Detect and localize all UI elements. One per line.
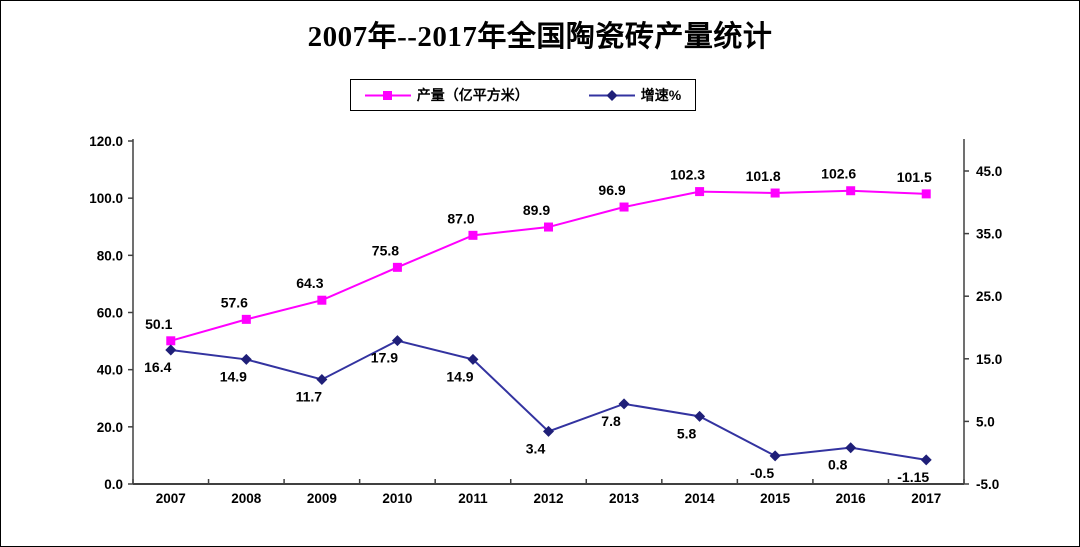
legend-label-growth: 增速%	[640, 87, 682, 103]
growth-line	[170, 339, 927, 461]
production-point-marker	[619, 202, 629, 212]
growth-point-marker	[769, 450, 781, 462]
right-axis-tick-label: -5.0	[976, 477, 999, 492]
growth-data-label: 0.8	[828, 457, 848, 473]
growth-point-marker	[920, 454, 932, 466]
chart-title: 2007年--2017年全国陶瓷砖产量统计	[307, 21, 773, 53]
production-line-marker-icon	[364, 90, 411, 100]
production-data-label: 96.9	[598, 182, 625, 198]
growth-point-marker	[467, 353, 479, 365]
right-axis-tick-label: 15.0	[976, 352, 1002, 367]
legend-label-production: 产量（亿平方米）	[416, 87, 529, 103]
production-data-label: 50.1	[145, 316, 172, 332]
production-data-label: 101.8	[746, 168, 781, 184]
production-data-label: 101.5	[897, 169, 932, 185]
x-axis-year-label: 2012	[533, 491, 563, 506]
production-point-marker	[921, 189, 931, 199]
left-axis-tick-label: 80.0	[97, 248, 123, 263]
production-point-marker	[241, 314, 251, 324]
growth-data-label: 11.7	[296, 388, 323, 404]
growth-data-label: 3.4	[526, 440, 546, 456]
x-axis-year-label: 2013	[609, 491, 640, 506]
x-axis-year-label: 2017	[911, 491, 941, 506]
x-axis-year-label: 2009	[307, 491, 337, 506]
production-point-marker	[770, 188, 780, 198]
growth-point-marker	[240, 353, 252, 365]
production-data-label: 102.6	[821, 166, 856, 182]
growth-point-marker	[165, 344, 177, 356]
production-point-marker	[317, 295, 327, 305]
production-point-marker	[695, 187, 705, 197]
growth-data-label: 14.9	[446, 368, 473, 384]
growth-point-marker	[694, 410, 706, 422]
growth-point-marker	[316, 373, 328, 385]
x-axis-year-label: 2014	[685, 491, 716, 506]
x-axis-year-label: 2010	[382, 491, 412, 506]
production-data-label: 75.8	[372, 242, 399, 258]
left-axis-tick-label: 0.0	[104, 477, 123, 492]
legend-item-growth: 增速%	[588, 85, 682, 105]
legend-item-production: 产量（亿平方米）	[364, 85, 529, 105]
x-axis-year-label: 2016	[836, 491, 867, 506]
production-point-marker	[468, 230, 478, 240]
x-axis-year-label: 2011	[458, 491, 488, 506]
left-axis-tick-label: 100.0	[89, 191, 123, 206]
left-axis-tick-label: 120.0	[89, 134, 123, 149]
right-axis-tick-label: 25.0	[976, 289, 1002, 304]
left-axis-tick-label: 60.0	[97, 306, 123, 321]
production-point-marker	[846, 186, 856, 196]
growth-data-label: 16.4	[144, 359, 171, 375]
x-axis-year-label: 2007	[156, 491, 186, 506]
right-axis-tick-label: 45.0	[976, 164, 1002, 179]
production-data-label: 102.3	[670, 167, 705, 183]
right-axis-tick-label: 5.0	[976, 414, 995, 429]
production-point-marker	[392, 262, 402, 272]
production-point-marker	[544, 222, 553, 232]
production-point-marker	[166, 336, 176, 346]
left-axis-tick-label: 40.0	[97, 363, 123, 378]
growth-point-marker	[391, 335, 403, 347]
growth-data-label: -1.15	[897, 469, 929, 485]
growth-data-label: 5.8	[677, 425, 697, 441]
production-data-label: 87.0	[447, 210, 474, 226]
growth-data-label: 17.9	[371, 350, 398, 366]
legend: 产量（亿平方米） 增速%	[350, 79, 696, 111]
growth-data-label: 14.9	[220, 368, 247, 384]
left-axis-tick-label: 20.0	[97, 420, 123, 435]
growth-point-marker	[845, 442, 857, 454]
growth-line-marker-icon	[588, 89, 635, 101]
growth-point-marker	[618, 398, 630, 410]
growth-point-marker	[543, 425, 554, 437]
x-axis-year-label: 2008	[231, 491, 262, 506]
right-axis-tick-label: 35.0	[976, 227, 1002, 242]
growth-data-label: 7.8	[601, 413, 621, 429]
x-axis-year-label: 2015	[760, 491, 791, 506]
production-data-label: 57.6	[221, 294, 248, 310]
production-data-label: 64.3	[296, 275, 323, 291]
growth-data-label: -0.5	[750, 465, 774, 481]
production-data-label: 89.9	[523, 202, 550, 218]
